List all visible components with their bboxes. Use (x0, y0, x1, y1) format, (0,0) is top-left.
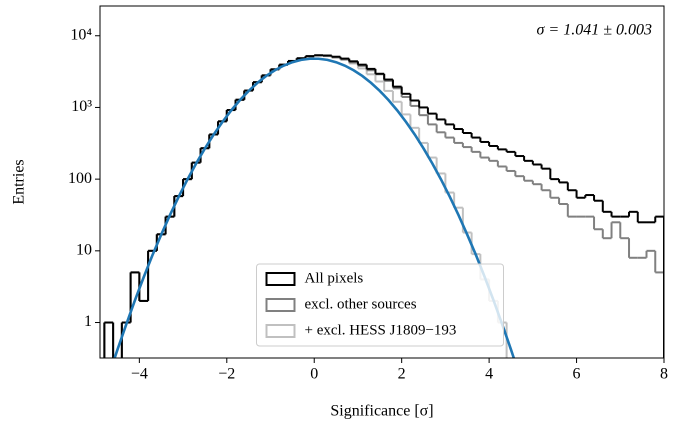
x-tick-label: 2 (398, 366, 406, 383)
legend-box (256, 263, 504, 347)
x-axis-label: Significance [σ] (330, 403, 433, 420)
annotation: σ = 1.041 ± 0.003 (537, 22, 652, 39)
x-tick-label: 6 (573, 366, 581, 383)
x-tick-label: 4 (485, 366, 493, 383)
plot-area (103, 54, 664, 358)
x-tick-label: −4 (131, 366, 148, 383)
y-tick-label: 100 (68, 170, 92, 187)
legend-label: All pixels (305, 270, 364, 286)
x-tick-label: −2 (218, 366, 235, 383)
y-tick-label: 10⁴ (70, 26, 92, 43)
legend-swatch (265, 298, 296, 312)
y-tick-label: 10 (76, 242, 92, 259)
legend-label: excl. other sources (305, 296, 417, 312)
x-tick-label: 8 (660, 366, 668, 383)
legend-swatch (265, 272, 296, 286)
y-tick-label: 10³ (71, 98, 92, 115)
x-tick-label: 0 (310, 366, 318, 383)
y-axis-label: Entries (11, 159, 28, 204)
y-tick-label: 1 (84, 313, 92, 330)
legend-label: + excl. HESS J1809−193 (305, 322, 457, 338)
legend-swatch (265, 324, 296, 338)
fit-curve (113, 57, 516, 358)
axes-frame (99, 5, 665, 359)
